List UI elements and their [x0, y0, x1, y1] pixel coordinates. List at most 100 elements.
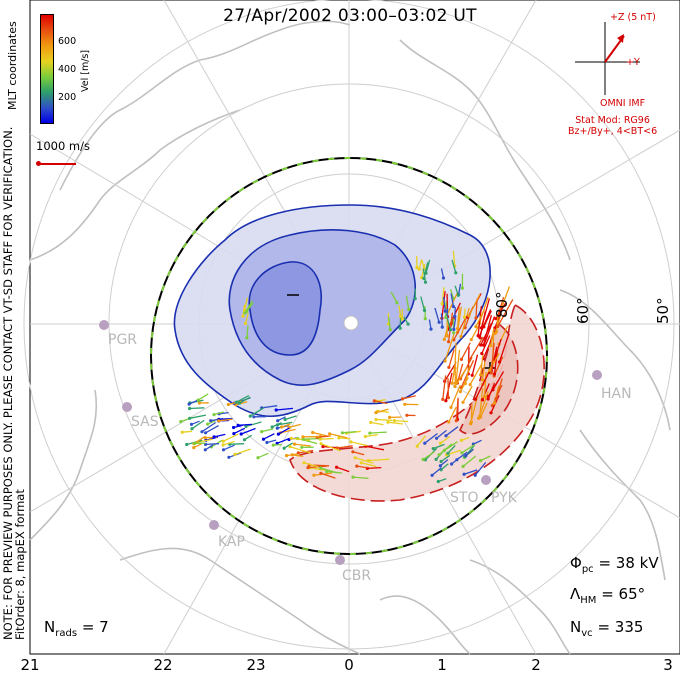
velocity-vector-origin [398, 326, 402, 330]
coastline [579, 429, 666, 581]
velocity-vector-origin [461, 400, 465, 404]
velocity-vector [450, 384, 461, 408]
radar-count: Nrads = 7 [44, 618, 109, 639]
velocity-vector-origin [242, 438, 247, 442]
velocity-vector-origin [461, 464, 465, 468]
velocity-vector [418, 259, 423, 270]
site-label-sas: SAS [131, 414, 159, 430]
site-marker-cbr [335, 555, 345, 565]
velocity-vector-origin [480, 351, 484, 356]
velocity-vector-origin [494, 330, 499, 334]
coastline [59, 20, 351, 191]
velocity-vector-origin [486, 394, 491, 398]
velocity-vector [444, 362, 457, 382]
colorbar-tick-200: 200 [58, 92, 77, 103]
velocity-vector [338, 437, 351, 440]
velocity-vector-origin [453, 314, 457, 319]
cross-polar-potential: Φpc = 38 kV [570, 554, 659, 575]
velocity-vector [474, 371, 490, 400]
velocity-vector [277, 421, 293, 426]
velocity-vector-origin [296, 451, 300, 455]
velocity-vector-origin [311, 430, 315, 435]
velocity-colorbar [40, 14, 54, 124]
velocity-vector-origin [319, 442, 323, 446]
stat-model-line1: Stat Mod: RG96 [575, 115, 650, 126]
velocity-vector [495, 378, 503, 400]
velocity-vector-origin [372, 399, 376, 403]
coastline [29, 389, 98, 541]
velocity-vector-origin [489, 371, 493, 375]
velocity-vector [455, 397, 459, 421]
velocity-vector-origin [400, 397, 405, 401]
site-label-pyk: PYK [491, 490, 517, 506]
velocity-vector-origin [374, 411, 378, 415]
velocity-vector [239, 396, 251, 404]
velocity-vector-origin [187, 402, 191, 406]
velocity-vector-origin [474, 325, 478, 329]
velocity-vector [434, 307, 440, 323]
velocity-vector-origin [301, 435, 305, 439]
velocity-vector [365, 445, 385, 451]
velocity-vector-origin [270, 425, 274, 429]
velocity-vector [422, 451, 435, 461]
velocity-vector [405, 295, 410, 310]
coastline [119, 547, 361, 655]
velocity-vector-origin [245, 336, 249, 340]
velocity-vector [474, 461, 487, 476]
velocity-vector-origin [479, 373, 483, 377]
velocity-vector-origin [464, 454, 468, 458]
velocity-vector-origin [245, 309, 249, 313]
velocity-vector-origin [398, 314, 403, 318]
velocity-vector [243, 297, 248, 311]
coastline [379, 595, 471, 655]
velocity-vector-origin [454, 271, 458, 275]
velocity-vector [189, 407, 205, 410]
velocity-vector [440, 435, 451, 444]
velocity-vector-origin [429, 327, 433, 331]
velocity-vector [320, 472, 336, 479]
mlt-tick-23: 23 [246, 656, 266, 674]
velocity-vector [468, 293, 481, 317]
velocity-vector [238, 423, 253, 426]
velocity-vector-origin [248, 414, 252, 418]
mlt-tick-2: 2 [531, 656, 541, 674]
preview-note: NOTE: FOR PREVIEW PURPOSES ONLY. PLEASE … [1, 127, 27, 640]
velocity-vector-origin [292, 442, 297, 446]
velocity-vector [457, 283, 462, 295]
site-marker-han [592, 370, 602, 380]
velocity-vector [459, 376, 469, 392]
velocity-vector [439, 459, 449, 467]
velocity-vector [390, 291, 398, 304]
velocity-vector [261, 428, 274, 433]
velocity-vector [387, 421, 403, 425]
imf-y-axis-label: +Y [626, 57, 640, 68]
imf-source-label: OMNI IMF [600, 98, 646, 109]
velocity-vector-origin [374, 417, 378, 422]
velocity-vector-origin [459, 357, 463, 361]
velocity-vector-origin [369, 420, 373, 424]
velocity-vector-origin [450, 381, 454, 385]
velocity-vector-origin [185, 442, 189, 447]
mlt-tick-0: 0 [344, 656, 354, 674]
velocity-vector-origin [212, 413, 216, 417]
velocity-vector-origin [300, 445, 304, 449]
velocity-vector-origin [221, 448, 226, 452]
velocity-vector [352, 451, 365, 456]
velocity-vector-origin [446, 396, 450, 400]
velocity-vector [375, 418, 393, 421]
velocity-vector-origin [180, 430, 184, 434]
velocity-vector-origin [477, 416, 481, 420]
velocity-vector [201, 421, 217, 433]
velocity-vector-origin [243, 321, 248, 326]
velocity-vector [246, 302, 254, 312]
velocity-vector [278, 427, 290, 435]
velocity-vector-origin [239, 432, 243, 436]
velocity-vector [350, 441, 368, 447]
velocity-vector [456, 451, 468, 461]
velocity-vector-origin [423, 280, 428, 284]
velocity-vector-origin [469, 420, 473, 424]
velocity-vector-origin [275, 423, 280, 427]
velocity-vector [355, 457, 374, 464]
velocity-vector-origin [496, 314, 500, 318]
site-label-sto: STO [450, 490, 479, 506]
